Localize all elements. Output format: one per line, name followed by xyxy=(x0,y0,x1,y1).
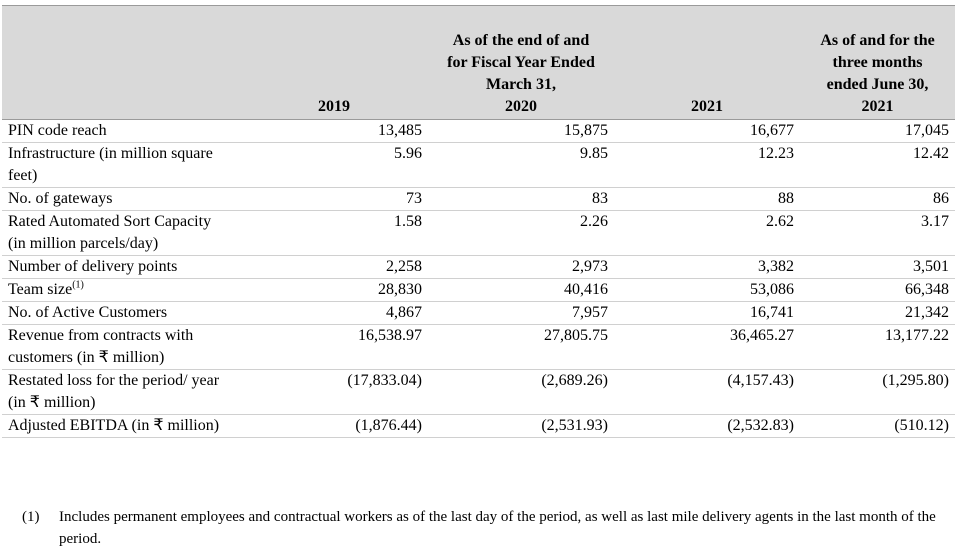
table-row: Infrastructure (in million square feet) 5… xyxy=(2,142,955,188)
header-cell: As of and for the three months ended Jun… xyxy=(800,5,955,120)
header-cell: 2021 xyxy=(614,5,800,120)
table-row: No. of gateways 73 83 88 86 xyxy=(2,187,955,211)
value-cell: (2,689.26) xyxy=(428,369,614,415)
value-cell: 2.26 xyxy=(428,210,614,256)
label-text: No. of gateways xyxy=(8,190,113,207)
table-row: Team size(1) 28,830 40,416 53,086 66,348 xyxy=(2,278,955,302)
value-cell: 3,382 xyxy=(614,255,800,279)
value-cell: 3.17 xyxy=(800,210,955,256)
footnote: (1) Includes permanent employees and con… xyxy=(22,506,942,550)
value-cell: 7,957 xyxy=(428,301,614,325)
value-cell: 12.42 xyxy=(800,142,955,188)
row-label: Team size(1) xyxy=(2,278,240,302)
label-text: Revenue from contracts with customers (i… xyxy=(8,327,194,366)
header-cell xyxy=(2,5,240,120)
value-cell: 2,973 xyxy=(428,255,614,279)
row-label: Infrastructure (in million square feet) xyxy=(2,142,240,188)
value-cell: 13,485 xyxy=(240,119,428,143)
year: 2021 xyxy=(691,98,723,115)
table-row: Restated loss for the period/ year (in ₹… xyxy=(2,369,955,415)
value-cell: (510.12) xyxy=(800,414,955,438)
table-row: Revenue from contracts with customers (i… xyxy=(2,324,955,370)
value-cell: 53,086 xyxy=(614,278,800,302)
label-text: Adjusted EBITDA (in ₹ million) xyxy=(8,417,220,434)
value-cell: (2,532.83) xyxy=(614,414,800,438)
value-cell: (2,531.93) xyxy=(428,414,614,438)
value-cell: 3,501 xyxy=(800,255,955,279)
footnote-marker: (1) xyxy=(22,509,40,525)
value-cell: 15,875 xyxy=(428,119,614,143)
value-cell: 16,677 xyxy=(614,119,800,143)
value-cell: 1.58 xyxy=(240,210,428,256)
value-cell: 16,538.97 xyxy=(240,324,428,370)
value-cell: 86 xyxy=(800,187,955,211)
row-label: Revenue from contracts with customers (i… xyxy=(2,324,240,370)
label-text: No. of Active Customers xyxy=(8,304,168,321)
label-text: Infrastructure (in million square feet) xyxy=(8,145,213,184)
table-row: PIN code reach 13,485 15,875 16,677 17,045 xyxy=(2,119,955,143)
value-cell: 83 xyxy=(428,187,614,211)
data-table: 2019 As of the end of and for Fiscal Yea… xyxy=(2,5,955,438)
value-cell: 4,867 xyxy=(240,301,428,325)
table-row: Adjusted EBITDA (in ₹ million) (1,876.44)… xyxy=(2,414,955,438)
table-body: PIN code reach 13,485 15,875 16,677 17,045 In… xyxy=(2,119,955,438)
value-cell: 73 xyxy=(240,187,428,211)
row-label: No. of gateways xyxy=(2,187,240,211)
row-label: Restated loss for the period/ year (in ₹… xyxy=(2,369,240,415)
table-row: Rated Automated Sort Capacity (in millio… xyxy=(2,210,955,256)
row-label: Adjusted EBITDA (in ₹ million) xyxy=(2,414,240,438)
value-cell: 27,805.75 xyxy=(428,324,614,370)
value-cell: (1,876.44) xyxy=(240,414,428,438)
value-cell: 17,045 xyxy=(800,119,955,143)
value-cell: 28,830 xyxy=(240,278,428,302)
value-cell: (4,157.43) xyxy=(614,369,800,415)
table-row: No. of Active Customers 4,867 7,957 16,741 2… xyxy=(2,301,955,325)
year: 2019 xyxy=(318,98,350,115)
group-heading: As of the end of and for Fiscal Year End… xyxy=(447,32,595,93)
value-cell: (17,833.04) xyxy=(240,369,428,415)
value-cell: 88 xyxy=(614,187,800,211)
row-label: Number of delivery points xyxy=(2,255,240,279)
value-cell: 40,416 xyxy=(428,278,614,302)
interim-heading: As of and for the three months ended Jun… xyxy=(820,32,935,115)
footnote-text: Includes permanent employees and contrac… xyxy=(59,509,936,547)
value-cell: 21,342 xyxy=(800,301,955,325)
header-row: 2019 As of the end of and for Fiscal Yea… xyxy=(2,5,955,120)
label-text: Team size xyxy=(8,281,73,298)
row-label: PIN code reach xyxy=(2,119,240,143)
value-cell: 66,348 xyxy=(800,278,955,302)
label-text: Restated loss for the period/ year (in ₹… xyxy=(8,372,220,411)
note-marker: (1) xyxy=(72,279,84,291)
year: 2020 xyxy=(505,98,537,115)
value-cell: 12.23 xyxy=(614,142,800,188)
row-label: Rated Automated Sort Capacity (in millio… xyxy=(2,210,240,256)
value-cell: 2.62 xyxy=(614,210,800,256)
label-text: Rated Automated Sort Capacity (in millio… xyxy=(8,213,212,252)
value-cell: 16,741 xyxy=(614,301,800,325)
header-cell: 2019 xyxy=(240,5,428,120)
value-cell: (1,295.80) xyxy=(800,369,955,415)
label-text: PIN code reach xyxy=(8,122,107,139)
header-cell: As of the end of and for Fiscal Year End… xyxy=(428,5,614,120)
value-cell: 2,258 xyxy=(240,255,428,279)
value-cell: 36,465.27 xyxy=(614,324,800,370)
label-text: Number of delivery points xyxy=(8,258,178,275)
value-cell: 9.85 xyxy=(428,142,614,188)
value-cell: 13,177.22 xyxy=(800,324,955,370)
table-row: Number of delivery points 2,258 2,973 3,382… xyxy=(2,255,955,279)
value-cell: 5.96 xyxy=(240,142,428,188)
row-label: No. of Active Customers xyxy=(2,301,240,325)
